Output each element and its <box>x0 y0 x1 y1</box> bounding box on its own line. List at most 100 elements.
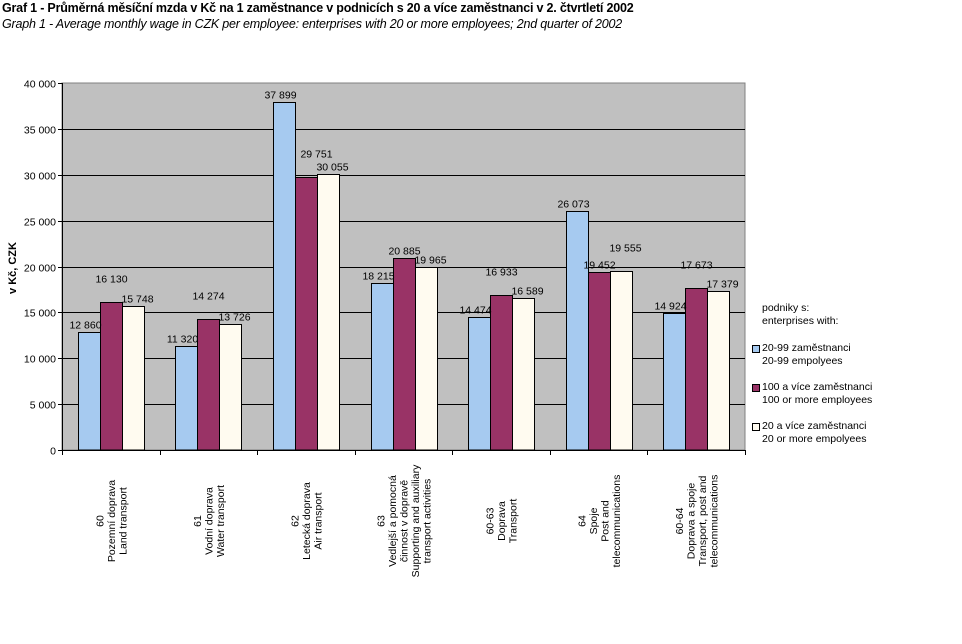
bar-series-2 <box>295 177 318 451</box>
y-tick-label: 40 000 <box>24 79 56 91</box>
bar-series-1 <box>78 332 101 451</box>
y-tick-label: 5 000 <box>30 400 56 412</box>
bar-series-1 <box>273 102 296 451</box>
bar-series-2 <box>685 288 708 451</box>
legend-label-en: 20-99 empolyees <box>762 355 843 367</box>
x-category-label-line: 63 <box>376 515 388 527</box>
y-tick-label: 20 000 <box>24 263 56 275</box>
x-category-label: 60-64 Doprava a spoje Transport, post and t… <box>674 475 721 568</box>
y-tick-labels: 0 5 000 10 000 15 000 20 000 25 000 30 000 35 0… <box>24 79 56 458</box>
data-label: 14 274 <box>192 291 224 303</box>
data-label: 19 965 <box>414 255 446 267</box>
legend-swatch-20-99 <box>752 345 760 353</box>
x-category-label-line: Land transport <box>117 487 129 555</box>
legend-label-cz: 100 a více zaměstnanci <box>762 381 873 393</box>
legend-item-20-99: 20-99 zaměstnanci 20-99 empolyees <box>752 342 872 368</box>
x-category-label-line: Water transport <box>215 485 227 557</box>
bar-series-3 <box>512 298 535 451</box>
data-label: 17 379 <box>706 279 738 291</box>
bar-series-1 <box>371 283 394 451</box>
x-category-label: 62 Letecká doprava Air transport <box>289 482 324 560</box>
bars <box>78 102 730 451</box>
legend-label-cz: 20-99 zaměstnanci <box>762 342 851 354</box>
data-label: 20 885 <box>388 246 420 258</box>
x-category-label-line: Vedlejší a pomocná <box>387 475 399 567</box>
chart-title-czech: Graf 1 - Průměrná měsíční mzda v Kč na 1… <box>2 1 634 15</box>
chart-title-english: Graph 1 - Average monthly wage in CZK pe… <box>2 17 623 31</box>
x-category-label-line: Letecká doprava <box>301 482 313 560</box>
data-label: 29 751 <box>300 149 332 161</box>
legend-label-en: 100 or more employees <box>762 394 873 406</box>
bar-series-1 <box>663 313 686 451</box>
x-category-label: 64 Spoje Post and telecommunications <box>576 475 623 568</box>
y-tick-label: 10 000 <box>24 354 56 366</box>
x-category-label: 63 Vedlejší a pomocná činnost v dopravě Sup… <box>376 464 434 577</box>
x-category-label-line: telecommunications <box>709 475 721 568</box>
bar-series-3 <box>707 291 730 451</box>
bar-series-2 <box>588 272 611 451</box>
x-category-label-line: Post and <box>599 500 611 542</box>
data-label: 19 452 <box>583 260 615 272</box>
x-category-label-line: Doprava <box>496 501 508 541</box>
data-label: 12 860 <box>69 320 101 332</box>
y-tick-label: 25 000 <box>24 217 56 229</box>
bar-series-3 <box>122 306 145 451</box>
legend-header-en: enterprises with: <box>762 315 839 327</box>
x-category-label-line: Supporting and auxiliary <box>410 464 422 577</box>
bar-series-1 <box>566 211 589 451</box>
legend-swatch-20-plus <box>752 423 760 431</box>
x-category-label-line: 61 <box>192 515 204 527</box>
data-label: 13 726 <box>218 312 250 324</box>
x-category-label-line: 62 <box>289 515 301 527</box>
bar-series-2 <box>197 319 220 451</box>
x-category-label-line: Transport, post and <box>697 476 709 567</box>
bar-series-1 <box>468 317 491 451</box>
y-tick-label: 30 000 <box>24 171 56 183</box>
bar-series-3 <box>610 271 633 451</box>
bar-series-3 <box>415 267 438 451</box>
data-label: 11 320 <box>167 334 198 346</box>
data-label: 30 055 <box>316 162 348 174</box>
x-category-label-line: 60 <box>94 515 106 527</box>
legend-swatch-100-plus <box>752 384 760 392</box>
y-axis-title: v Kč, CZK <box>7 242 19 294</box>
x-category-label-line: Doprava a spoje <box>686 483 698 560</box>
legend-header-cz: podniky s: <box>762 302 810 314</box>
x-category-label-line: 60-63 <box>485 507 497 534</box>
x-category-label-line: 60-64 <box>674 507 686 534</box>
data-label: 16 589 <box>511 286 543 298</box>
legend-item-20-plus: 20 a více zaměstnanci 20 or more empolye… <box>752 420 872 446</box>
x-category-label-line: Pozemní doprava <box>106 480 118 562</box>
x-category-label-line: telecommunications <box>611 475 623 568</box>
y-tick-label: 0 <box>50 446 56 458</box>
data-label: 16 130 <box>95 274 127 286</box>
legend-item-100-plus: 100 a více zaměstnanci 100 or more emplo… <box>752 381 872 407</box>
legend-label-cz: 20 a více zaměstnanci <box>762 420 867 432</box>
x-category-label: 60-63 Doprava Transport <box>485 499 520 544</box>
data-label: 19 555 <box>609 243 641 255</box>
legend-label-en: 20 or more empolyees <box>762 433 867 445</box>
legend-header: podniky s: enterprises with: <box>762 302 872 328</box>
x-category-label-line: Vodní doprava <box>203 487 215 555</box>
x-category-label-line: Transport <box>508 499 520 544</box>
data-label: 18 215 <box>362 271 394 283</box>
legend: podniky s: enterprises with: 20-99 zaměs… <box>752 302 872 459</box>
x-category-label-line: Air transport <box>312 492 324 549</box>
bar-series-2 <box>490 295 513 451</box>
data-label: 17 673 <box>680 260 712 272</box>
x-category-label: 61 Vodní doprava Water transport <box>192 485 227 557</box>
x-category-labels: 60 Pozemní doprava Land transport 61 Vodní d… <box>94 464 720 577</box>
bar-series-3 <box>317 174 340 451</box>
bar-series-3 <box>219 324 242 451</box>
x-category-label: 60 Pozemní doprava Land transport <box>94 480 129 562</box>
data-label: 26 073 <box>557 199 589 211</box>
x-category-label-line: transport activities <box>422 479 434 564</box>
x-category-label-line: Spoje <box>588 507 600 534</box>
bar-series-2 <box>393 258 416 451</box>
axes <box>58 83 746 455</box>
data-label: 14 924 <box>654 301 686 313</box>
data-label: 14 474 <box>459 305 491 317</box>
data-labels: 12 860 11 320 37 899 18 215 14 474 26 073 14 9… <box>69 90 738 346</box>
data-label: 15 748 <box>121 294 153 306</box>
